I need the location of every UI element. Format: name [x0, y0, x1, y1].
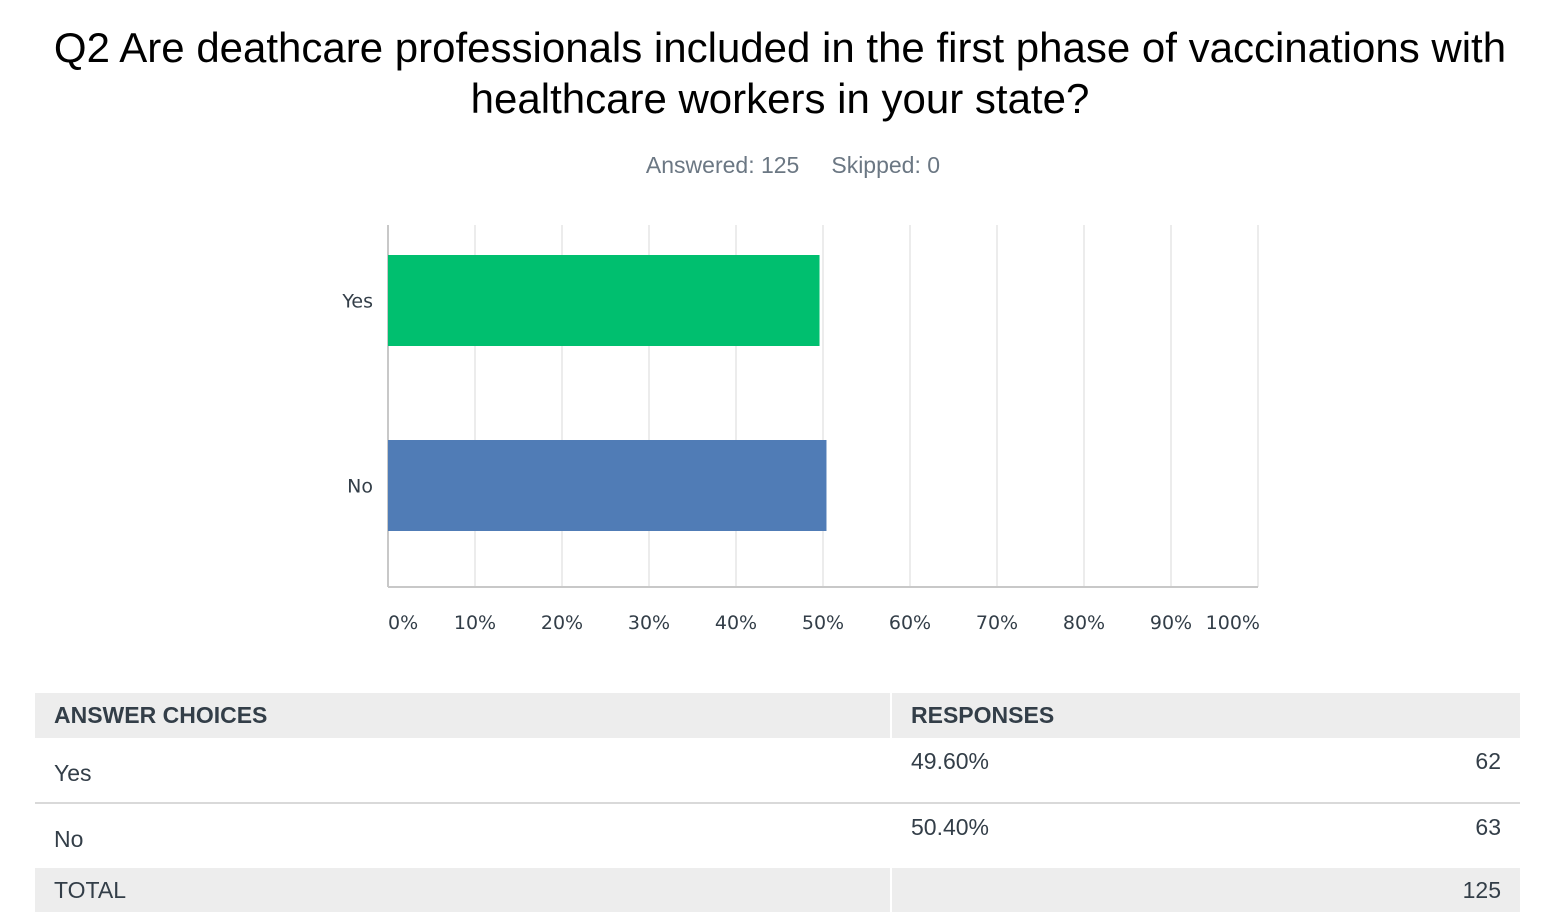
x-tick-label: 30% [628, 612, 670, 634]
x-tick-label: 100% [1206, 612, 1260, 634]
x-tick-label: 40% [715, 612, 757, 634]
answer-choices-header: ANSWER CHOICES [35, 693, 892, 738]
x-tick-label: 0% [388, 612, 418, 634]
total-row: TOTAL 125 [35, 868, 1520, 912]
category-label-yes: Yes [341, 291, 373, 313]
response-count-yes: 62 [1290, 738, 1520, 804]
bar-no [388, 440, 827, 531]
responses-table: ANSWER CHOICES RESPONSES Yes 49.60% 62 N… [35, 693, 1520, 912]
x-tick-label: 20% [541, 612, 583, 634]
x-tick-label: 60% [889, 612, 931, 634]
answer-choice-yes: Yes [35, 738, 891, 804]
x-tick-label: 50% [802, 612, 844, 634]
x-tick-label: 70% [976, 612, 1018, 634]
x-tick-label: 80% [1063, 612, 1105, 634]
response-percent-no: 50.40% [890, 803, 1290, 868]
total-count: 125 [891, 868, 1520, 912]
table-header-row: ANSWER CHOICES RESPONSES [35, 693, 1520, 738]
answered-count: Answered: 125 [645, 152, 800, 178]
table-row: Yes 49.60% 62 [35, 738, 1520, 804]
answer-choice-no: No [54, 825, 84, 852]
x-tick-label: 10% [454, 612, 496, 634]
response-count-no: 63 [1475, 814, 1501, 840]
category-label-no: No [347, 476, 373, 498]
response-stats: Answered: 125 Skipped: 0 [0, 152, 1546, 179]
x-tick-label: 90% [1150, 612, 1192, 634]
bar-yes [388, 255, 820, 346]
table-row: No 50.40% 63 [35, 803, 1520, 868]
bar-chart: Yes No 0% 10% 20% 30% 40% 50% 60% 70% 80% 90% 100% [341, 225, 1260, 634]
response-percent-yes: 49.60% [890, 738, 1290, 804]
responses-header: RESPONSES [891, 693, 1520, 738]
skipped-count: Skipped: 0 [831, 152, 941, 178]
total-label: TOTAL [35, 868, 892, 912]
question-title: Q2 Are deathcare professionals included … [53, 24, 1507, 122]
